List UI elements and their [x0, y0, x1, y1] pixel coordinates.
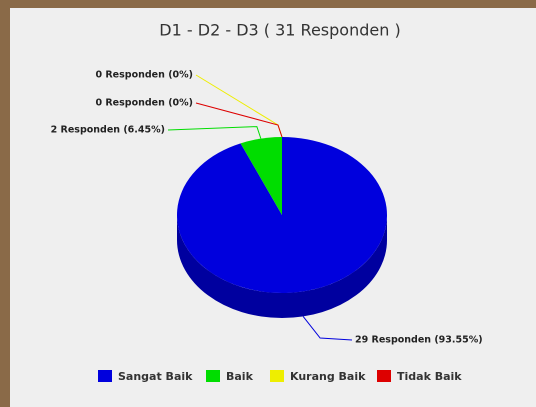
legend-swatch: [206, 370, 220, 382]
chart-title: D1 - D2 - D3 ( 31 Responden ): [159, 21, 400, 40]
leader-line: [167, 126, 262, 139]
legend-swatch: [270, 370, 284, 382]
leader-line: [302, 316, 353, 341]
slice: [240, 137, 282, 215]
legend-label: Tidak Baik: [397, 370, 462, 383]
legend-swatch: [98, 370, 112, 382]
data-label: 0 Responden (0%): [95, 70, 193, 81]
leader-line: [195, 102, 283, 138]
slice-side: [177, 215, 387, 318]
data-label: 0 Responden (0%): [95, 98, 193, 109]
legend-label: Baik: [226, 370, 254, 383]
data-label: 2 Responden (6.45%): [51, 125, 165, 136]
legend-label: Kurang Baik: [290, 370, 366, 383]
legend-swatch: [377, 370, 391, 382]
legend-label: Sangat Baik: [118, 370, 193, 383]
data-label: 29 Responden (93.55%): [355, 335, 483, 346]
